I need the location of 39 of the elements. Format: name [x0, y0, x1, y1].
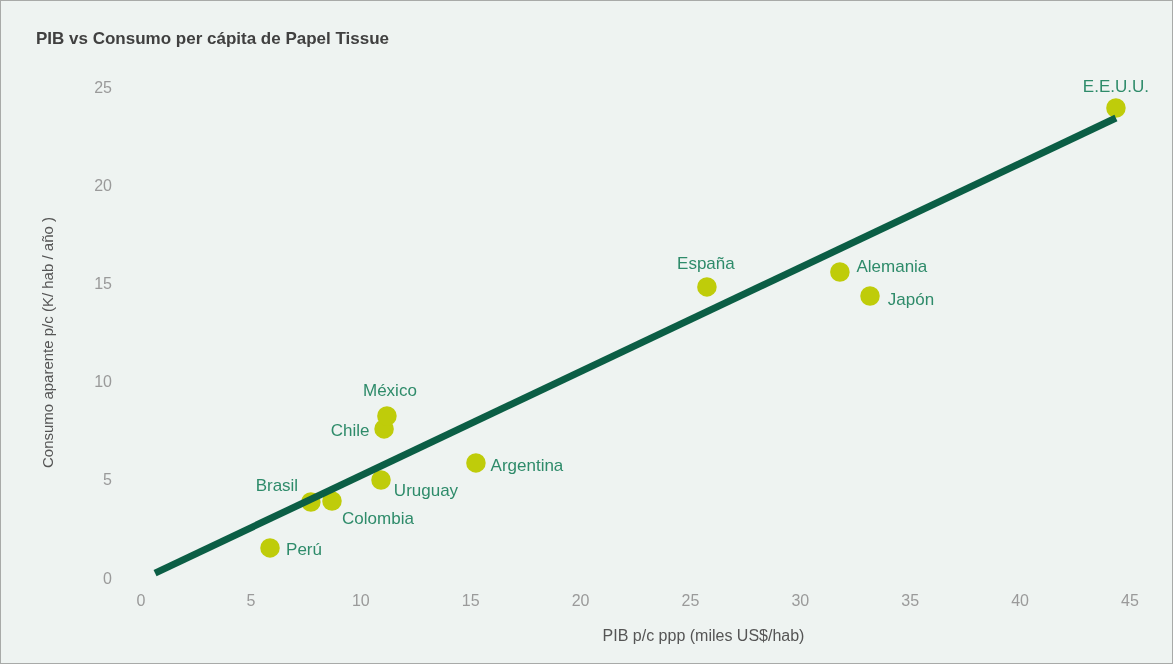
point — [860, 286, 880, 306]
y-tick-label: 5 — [103, 471, 113, 489]
series-label: México — [363, 380, 417, 400]
x-tick-label: 20 — [571, 592, 590, 609]
chart-title: PIB vs Consumo per cápita de Papel Tissue — [36, 29, 390, 48]
series-label: Uruguay — [393, 480, 459, 500]
y-tick-label: 10 — [94, 373, 113, 391]
series-label: Brasil — [255, 475, 299, 495]
x-tick-label: 30 — [791, 592, 810, 609]
x-tick-label: 0 — [136, 592, 146, 609]
x-tick-label: 40 — [1011, 592, 1030, 609]
series-label: España — [677, 253, 736, 273]
point — [371, 470, 391, 490]
point — [260, 538, 280, 558]
x-tick-label: 5 — [246, 592, 256, 609]
y-tick-label: 15 — [94, 275, 113, 292]
series-label: Argentina — [490, 455, 564, 475]
y-axis-title: Consumo aparente p/c (K/ hab / año ) — [39, 217, 56, 468]
x-axis-title: PIB p/c ppp (miles US$/hab) — [602, 627, 805, 644]
y-tick-label: 25 — [94, 78, 113, 96]
series-label: Alemania — [856, 256, 928, 276]
x-tick-label: 35 — [901, 592, 920, 609]
point — [697, 277, 717, 297]
point — [830, 262, 850, 282]
series-label: Perú — [286, 539, 322, 559]
series-label: Chile — [330, 420, 370, 440]
point — [466, 453, 486, 473]
series-label: E.E.U.U. — [1082, 76, 1149, 96]
x-tick-label: 25 — [681, 592, 700, 609]
point — [322, 491, 342, 511]
point — [377, 406, 397, 426]
point — [1106, 98, 1126, 118]
x-tick-label: 10 — [351, 592, 370, 609]
y-tick-label: 0 — [103, 569, 113, 587]
x-tick-label: 15 — [461, 592, 480, 609]
x-tick-label: 45 — [1121, 592, 1139, 609]
series-label: Colombia — [342, 508, 415, 528]
series-label: Japón — [887, 289, 935, 309]
y-tick-label: 20 — [94, 176, 113, 194]
